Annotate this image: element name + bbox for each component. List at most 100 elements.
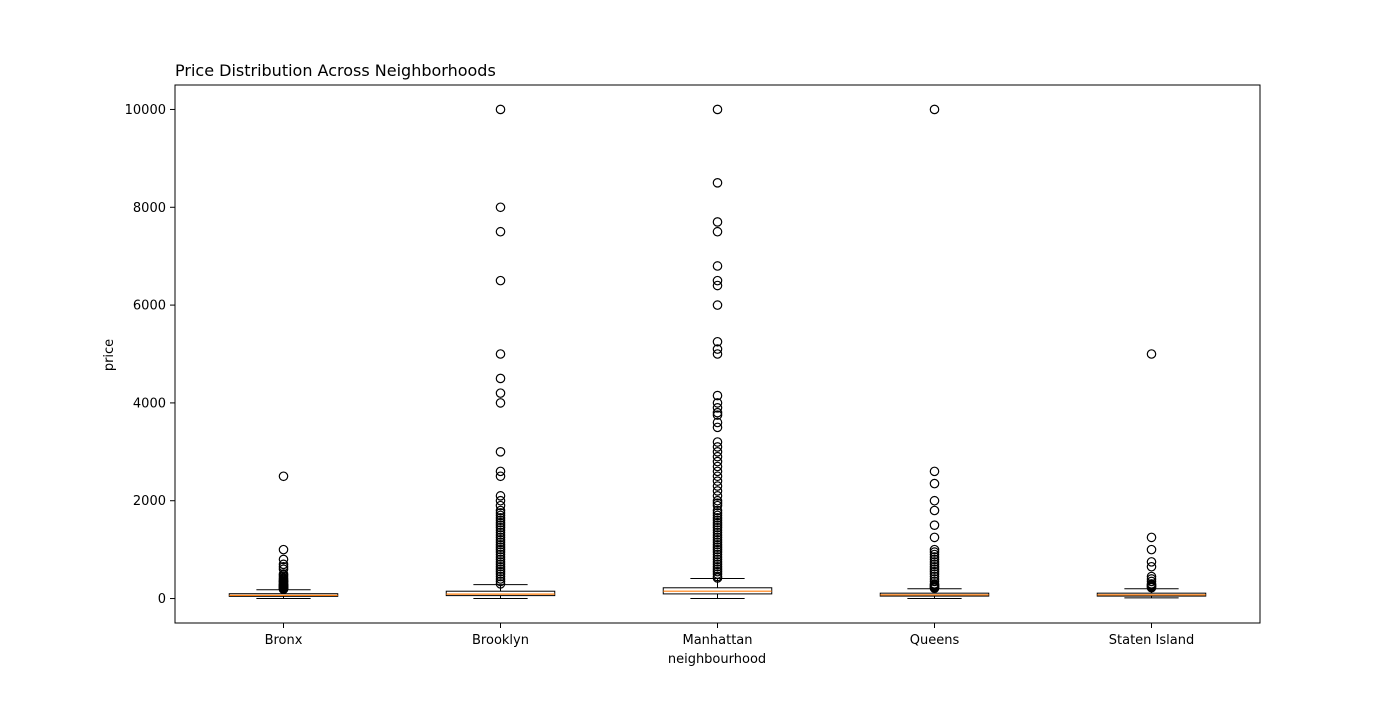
x-tick-label: Queens: [910, 633, 960, 648]
outlier-point: [495, 574, 506, 584]
outlier-point: [712, 451, 723, 462]
outlier-point: [495, 527, 506, 538]
outlier-point: [1146, 576, 1157, 587]
outlier-point: [495, 530, 506, 540]
outlier-point: [495, 349, 506, 359]
outlier-point: [712, 407, 723, 418]
outlier-point: [495, 104, 506, 115]
outlier-point: [495, 547, 506, 557]
outlier-point: [712, 495, 723, 506]
outlier-point: [1146, 532, 1157, 543]
outlier-point: [929, 576, 940, 587]
outlier-point: [712, 500, 723, 511]
outlier-point: [495, 525, 506, 535]
outlier-point: [929, 505, 940, 516]
outlier-point: [929, 466, 940, 477]
outlier-point: [712, 178, 723, 188]
outlier-point: [712, 398, 723, 408]
outlier-point: [712, 557, 723, 567]
outlier-point: [495, 554, 506, 565]
outlier-point: [712, 569, 723, 579]
outlier-point: [495, 495, 506, 506]
outlier-point: [929, 549, 940, 560]
outlier-point: [495, 576, 506, 587]
outlier-point: [712, 349, 723, 359]
outlier-point: [495, 552, 506, 562]
y-tick-label: 6000: [133, 299, 166, 314]
outlier-point: [929, 495, 940, 506]
outlier-point: [495, 571, 506, 582]
y-tick-label: 0: [158, 592, 166, 607]
outlier-point: [495, 466, 506, 477]
outlier-point: [929, 564, 940, 574]
outlier-point: [712, 532, 723, 543]
outlier-point: [712, 491, 723, 501]
outlier-point: [712, 437, 723, 447]
outlier-point: [712, 217, 723, 227]
outlier-point: [712, 561, 723, 572]
outlier-point: [712, 402, 723, 413]
outlier-point: [495, 569, 506, 579]
outlier-point: [712, 542, 723, 552]
outlier-point: [712, 481, 723, 491]
outlier-point: [712, 275, 723, 286]
outlier-point: [712, 520, 723, 530]
outlier-point: [495, 537, 506, 548]
outlier-point: [495, 549, 506, 560]
outlier-point: [929, 520, 940, 530]
outlier-point: [712, 515, 723, 526]
outlier-point: [712, 486, 723, 496]
outlier-point: [495, 508, 506, 518]
outlier-point: [712, 530, 723, 540]
chart-title: Price Distribution Across Neighborhoods: [175, 61, 496, 80]
outlier-point: [1146, 544, 1157, 555]
outlier-point: [712, 513, 723, 523]
outlier-point: [712, 508, 723, 518]
outlier-point: [712, 505, 723, 516]
outlier-point: [712, 344, 723, 354]
outlier-point: [712, 442, 723, 452]
outlier-point: [495, 520, 506, 530]
x-tick-label: Brooklyn: [472, 633, 529, 648]
outlier-point: [712, 527, 723, 538]
outlier-point: [1146, 582, 1157, 593]
outlier-point: [712, 554, 723, 565]
x-tick-label: Bronx: [265, 633, 303, 648]
outlier-point: [495, 275, 506, 286]
outlier-point: [929, 569, 940, 579]
outlier-point: [712, 456, 723, 467]
y-tick-label: 2000: [133, 494, 166, 509]
outlier-point: [278, 544, 289, 555]
outlier-point: [712, 525, 723, 535]
outlier-point: [712, 104, 723, 115]
plot-frame: [174, 84, 1261, 624]
outlier-point: [712, 466, 723, 477]
plot-area: 0 2000 4000 6000 8000 10000 Bronx Brooklyn Manha…: [125, 84, 1261, 648]
outlier-point: [495, 535, 506, 545]
outlier-point: [495, 539, 506, 550]
outlier-point: [712, 559, 723, 570]
outlier-point: [712, 498, 723, 508]
outlier-point: [495, 505, 506, 516]
outlier-point: [495, 500, 506, 511]
outlier-point: [495, 542, 506, 552]
outlier-point: [929, 557, 940, 567]
outlier-point: [929, 544, 940, 555]
outlier-point: [712, 447, 723, 457]
outlier-point: [712, 566, 723, 577]
outlier-point: [278, 554, 289, 565]
outlier-point: [929, 561, 940, 572]
outlier-point: [495, 471, 506, 482]
outlier-point: [712, 510, 723, 521]
outlier-point: [495, 522, 506, 533]
outlier-point: [1146, 557, 1157, 567]
outlier-point: [712, 261, 723, 271]
outlier-point: [712, 422, 723, 433]
outlier-point: [712, 410, 723, 420]
y-axis-label: price: [102, 339, 117, 371]
outlier-point: [495, 561, 506, 572]
outlier-point: [1146, 349, 1157, 359]
outlier-point: [278, 471, 289, 482]
